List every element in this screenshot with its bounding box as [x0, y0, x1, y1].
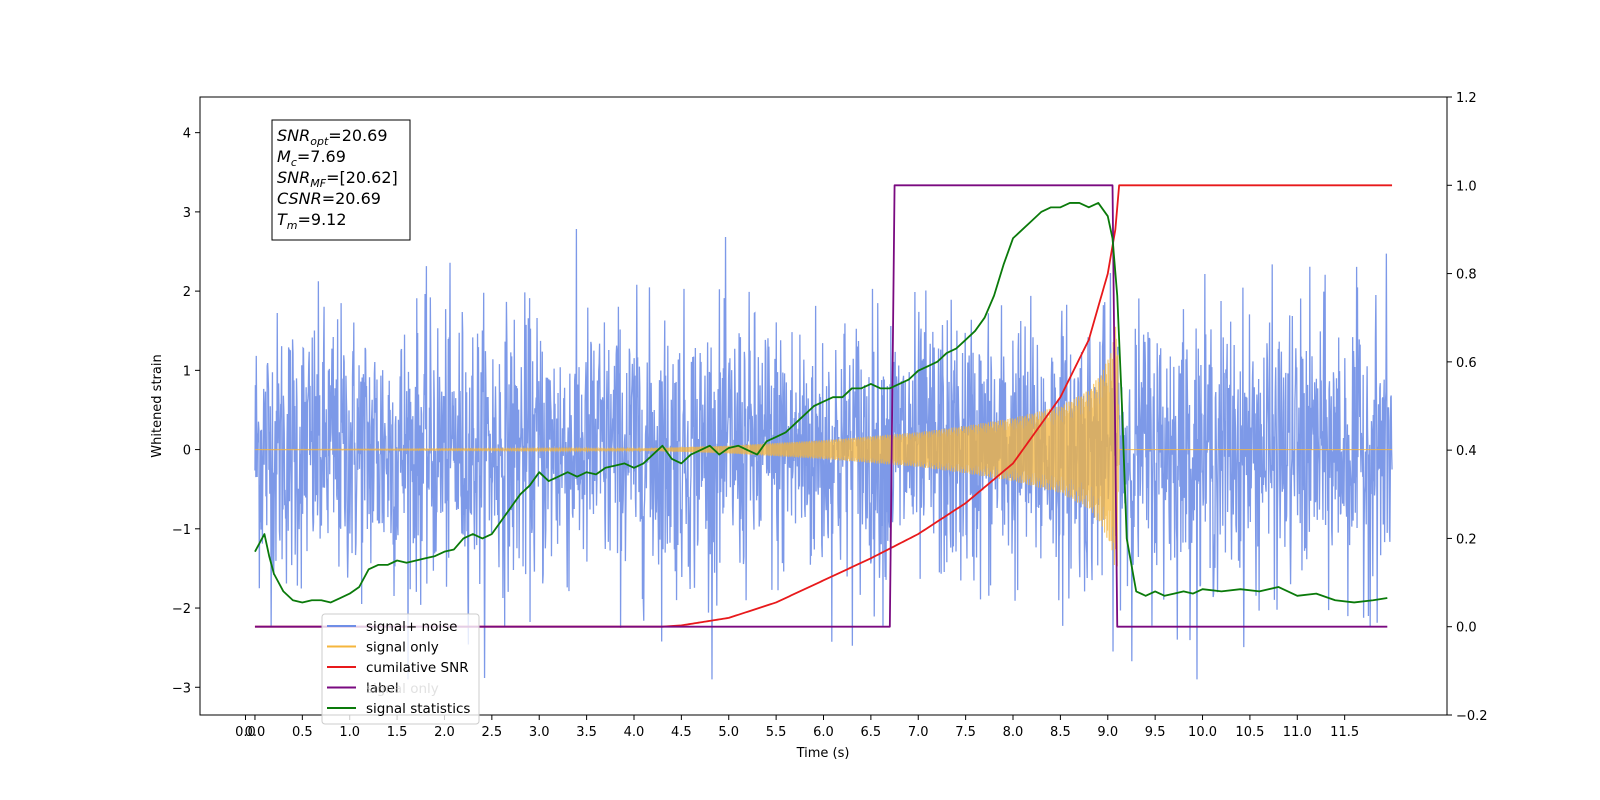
x-tick-label: 4.0 [624, 725, 645, 740]
plot-area [254, 184, 1393, 680]
x-tick-label: 10.0 [1188, 725, 1217, 740]
y-axis-label: Whitened strain [150, 354, 165, 457]
legend-frame [321, 613, 480, 725]
y-tick-label: 1 [183, 364, 191, 379]
legend-label: label [366, 681, 399, 697]
x-tick-label: 2.0 [434, 725, 455, 740]
signal-only-line [254, 326, 1393, 579]
signal-noise-line [254, 229, 1393, 680]
x-tick-label: 1.5 [387, 725, 408, 740]
x-tick-label: 6.0 [813, 725, 834, 740]
x-tick-label: 3.5 [576, 725, 597, 740]
y2-tick-label: 1.2 [1456, 91, 1477, 106]
x-axis: 0.00.0 0.5 1.0 1.5 2.0 2.5 3.0 3.5 4.0 4.5 5.0 5.5 6… [235, 715, 1359, 740]
y-tick-label: 2 [183, 285, 191, 300]
y2-tick-label: 1.0 [1456, 179, 1477, 194]
y-tick-label: 3 [183, 206, 191, 221]
x-tick-label: 8.0 [1003, 725, 1024, 740]
x-tick-label: 5.0 [718, 725, 739, 740]
y-tick-label: 0 [183, 444, 191, 459]
y2-tick-label: 0.6 [1456, 356, 1477, 371]
x-tick-label: 2.5 [482, 725, 503, 740]
y2-tick-label: 0.2 [1456, 532, 1477, 547]
x-tick-label: 6.5 [861, 725, 882, 740]
x-axis-label: Time (s) [796, 746, 850, 761]
x-tick-label: 0.0 [235, 725, 256, 740]
legend-label: signal only [366, 640, 439, 656]
x-tick-label: 7.0 [908, 725, 929, 740]
x-tick-label: 8.5 [1050, 725, 1071, 740]
legend: signal+ noise signal only cumilative SNR la… [321, 613, 480, 725]
y-tick-label: −2 [172, 602, 191, 617]
x-tick-label: 4.5 [671, 725, 692, 740]
x-tick-label: 7.5 [955, 725, 976, 740]
legend-label: cumilative SNR [366, 660, 469, 676]
annotation-line: Tm=9.12 [277, 210, 347, 232]
signal-statistics-line [254, 202, 1388, 604]
y2-tick-label: 0.8 [1456, 268, 1477, 283]
x-tick-label: 5.5 [766, 725, 787, 740]
annotation-line: CSNR=20.69 [277, 189, 381, 208]
annotation-line: SNRopt=20.69 [277, 126, 388, 148]
signal-noise-series [254, 229, 1393, 680]
x-tick-label: 1.0 [339, 725, 360, 740]
legend-label: signal+ noise [366, 619, 457, 635]
label-line [254, 184, 1388, 628]
x-tick-label: 0.0 [245, 725, 266, 740]
y-tick-label: −1 [172, 523, 191, 538]
annotation-line: Mc=7.69 [277, 147, 346, 169]
y2-tick-label: 0.4 [1456, 444, 1477, 459]
y-tick-label: 4 [183, 127, 191, 142]
x-tick-label: 0.5 [292, 725, 313, 740]
y2-tick-label: 0.0 [1456, 621, 1477, 636]
y2-tick-label: −0.2 [1456, 709, 1488, 724]
x-tick-label: 11.5 [1330, 725, 1359, 740]
y-axis-right: −0.2 0.0 0.2 0.4 0.6 0.8 1.0 1.2 [1447, 91, 1488, 724]
annotation-frame [271, 119, 411, 241]
parameters-annotation: SNRopt=20.69Mc=7.69SNRMF=[20.62]CSNR=20.… [271, 119, 411, 241]
x-tick-label: 10.5 [1235, 725, 1264, 740]
x-tick-label: 9.5 [1145, 725, 1166, 740]
y-tick-label: −3 [172, 681, 191, 696]
signal-only-series [254, 326, 1393, 579]
x-tick-label: 3.0 [529, 725, 550, 740]
y-axis-left: −3 −2 −1 0 1 2 3 4 [172, 127, 200, 696]
x-tick-label: 11.0 [1283, 725, 1312, 740]
annotation-line: SNRMF=[20.62] [277, 168, 398, 190]
legend-ghost-label: signal only [366, 681, 439, 697]
legend-label: signal statistics [366, 701, 470, 717]
x-tick-label: 9.0 [1097, 725, 1118, 740]
